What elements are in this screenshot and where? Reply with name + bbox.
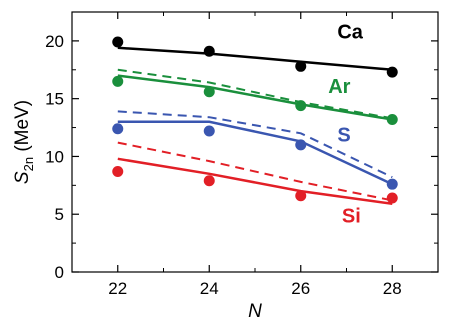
y-axis-title-symbol: S	[12, 171, 33, 184]
series-si-solid-line	[117, 157, 393, 206]
series-s-point	[386, 178, 398, 190]
y-axis-title: S2n (MeV)	[12, 100, 36, 184]
series-ca-point	[112, 36, 124, 48]
series-si-point	[386, 192, 398, 204]
x-tick-label: 28	[383, 279, 402, 298]
series-ca-solid-line	[117, 46, 393, 72]
series-label-ca: Ca	[337, 22, 363, 44]
series-s-point	[112, 123, 124, 135]
series-si-point	[295, 190, 307, 202]
axes: 22 24 26 28 0 5 10 15 20	[45, 11, 439, 298]
series-points	[112, 36, 398, 204]
y-tick-label: 20	[45, 32, 64, 51]
series-si-point	[203, 175, 215, 187]
series-label-ar: Ar	[328, 76, 350, 98]
series-ar-point	[295, 100, 307, 112]
series-ar-solid-line	[117, 74, 393, 121]
series-ar-point	[203, 86, 215, 98]
series-s-point	[295, 139, 307, 151]
series-ar-dashed-line	[117, 68, 393, 120]
series-s-point	[203, 125, 215, 137]
series-labels: Ca Ar S Si	[328, 22, 364, 228]
series-ca-point	[295, 60, 307, 72]
y-tick-label: 15	[45, 90, 64, 109]
series-ca-point	[203, 45, 215, 57]
series-s-solid-line	[117, 120, 393, 186]
series-ar-point	[386, 113, 398, 125]
series-ar-point	[112, 75, 124, 87]
y-axis-title-unit: (MeV)	[12, 100, 33, 157]
x-tick-label: 24	[200, 279, 219, 298]
series-label-s: S	[337, 124, 350, 146]
plot-frame	[71, 11, 439, 273]
series-s-dashed-line	[117, 110, 393, 179]
x-axis-title: N	[248, 301, 262, 322]
x-tick-label: 26	[291, 279, 310, 298]
y-tick-label: 10	[45, 147, 64, 166]
y-axis-title-subscript: 2n	[21, 157, 36, 171]
series-ca-point	[386, 66, 398, 78]
series-label-si: Si	[342, 205, 361, 227]
series-si-point	[112, 165, 124, 177]
x-tick-label: 22	[108, 279, 127, 298]
y-tick-label: 5	[55, 205, 64, 224]
series-lines	[117, 46, 393, 206]
series-si-dashed-line	[117, 141, 393, 202]
y-tick-label: 0	[55, 263, 64, 282]
